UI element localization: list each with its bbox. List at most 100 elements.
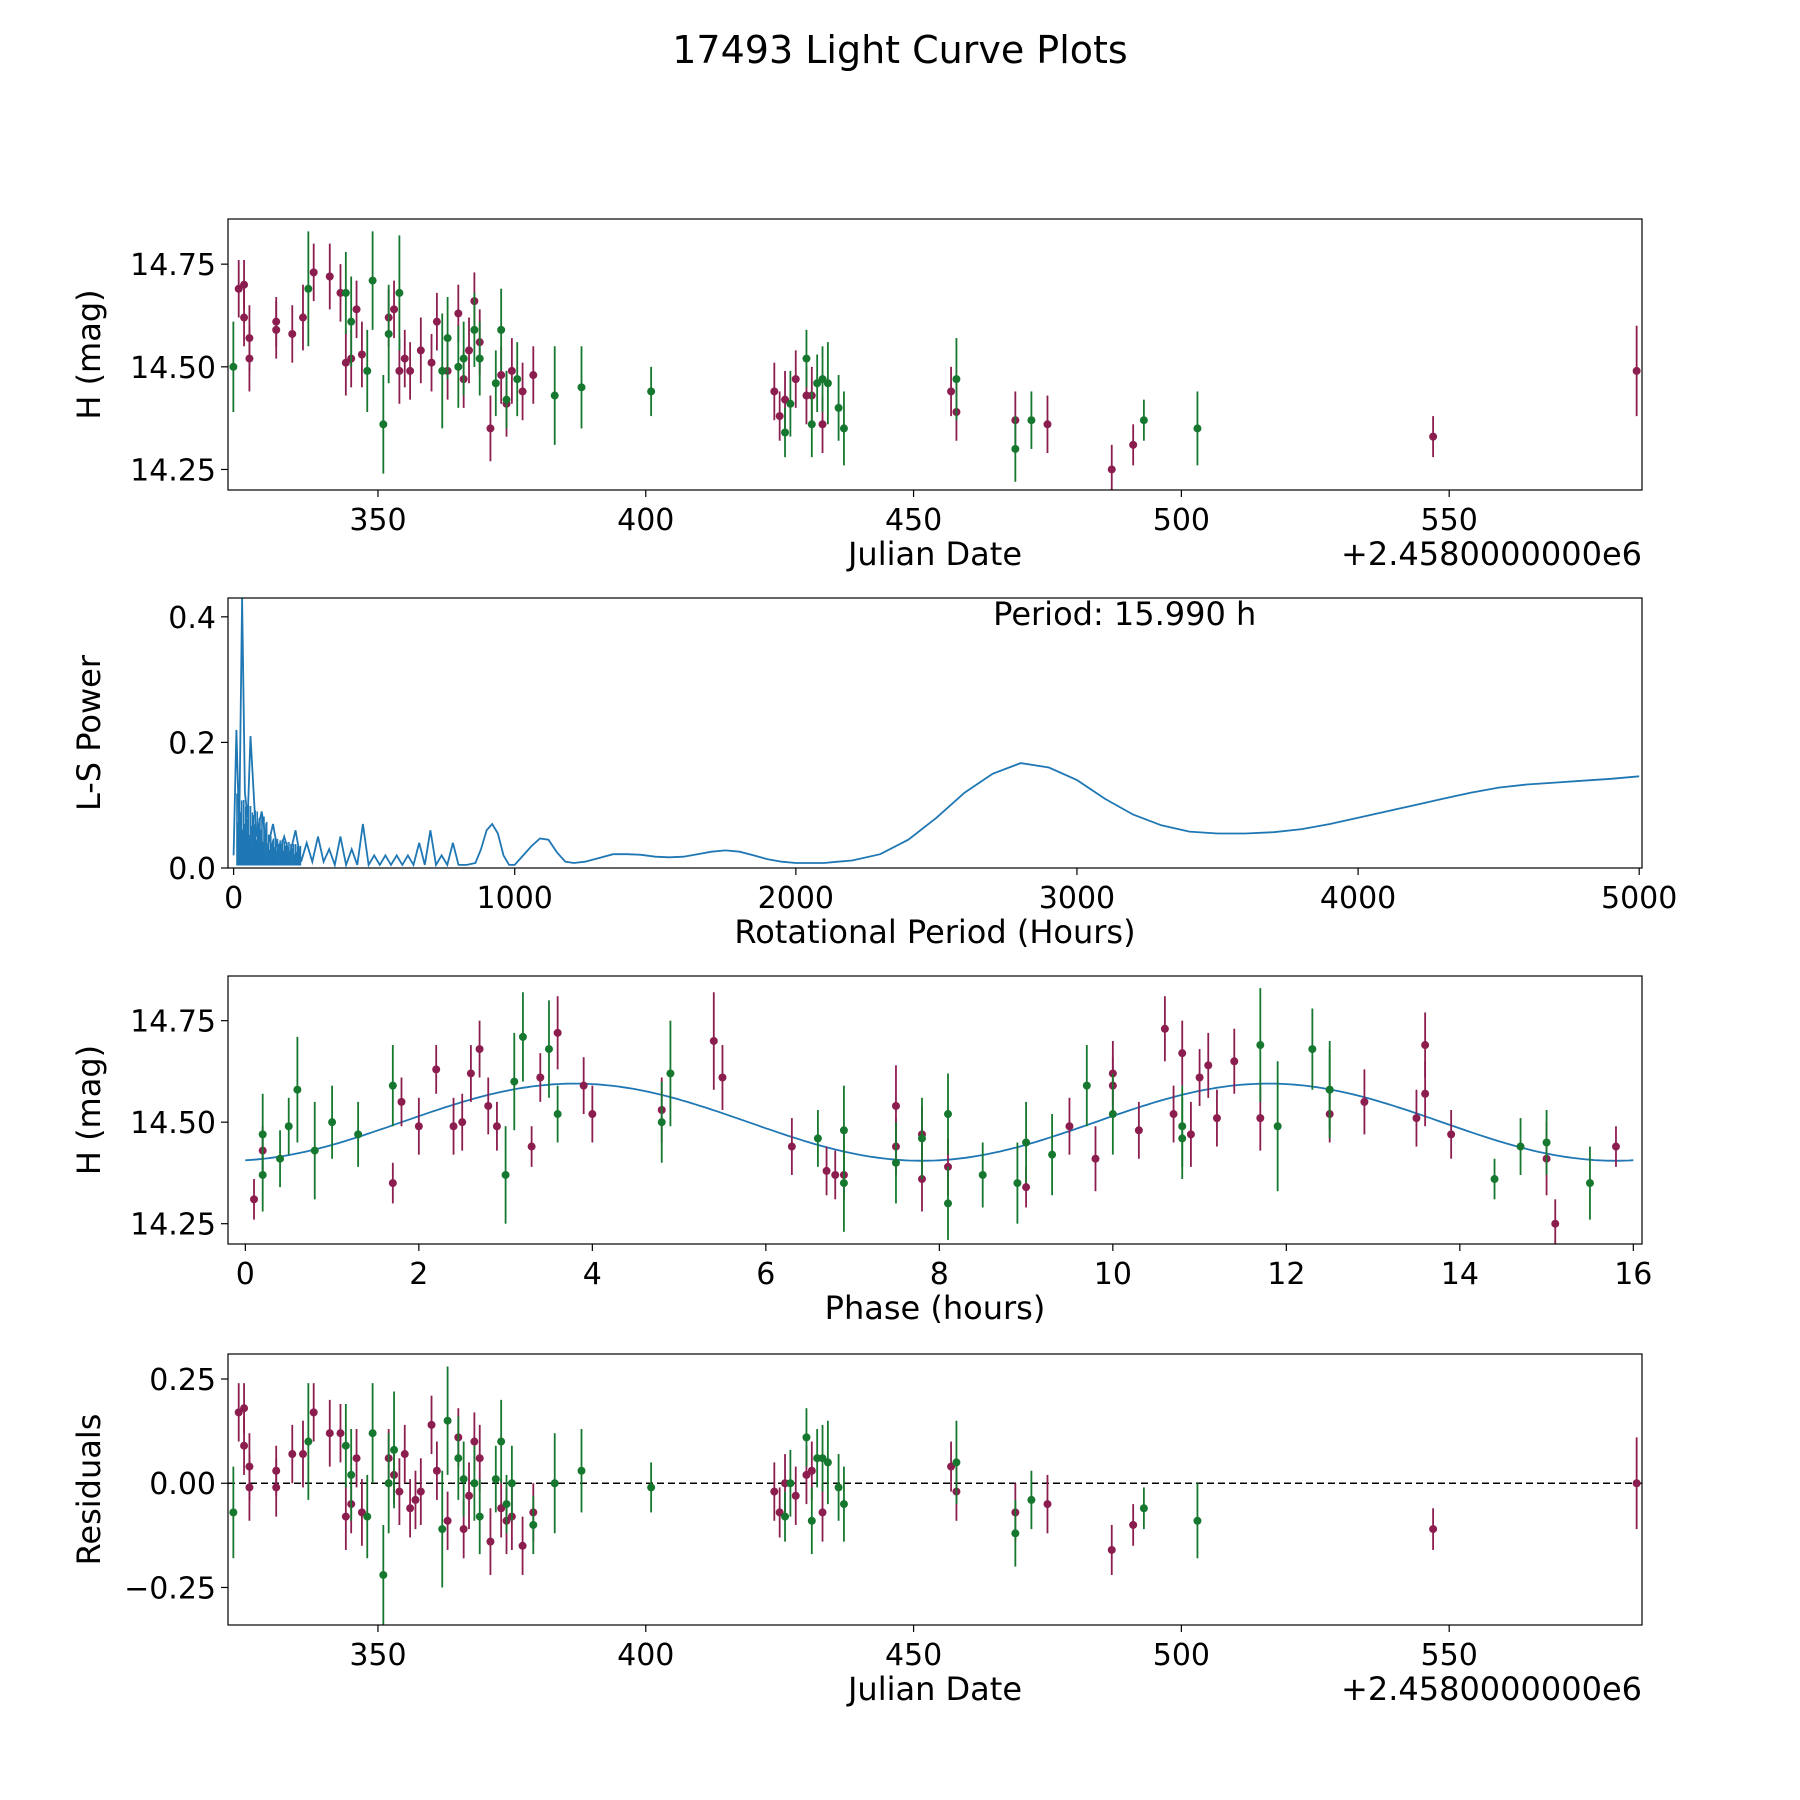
data-point: [1611, 1142, 1620, 1151]
data-point: [354, 1130, 363, 1139]
data-point: [1212, 1114, 1221, 1123]
x-axis-label: Phase (hours): [825, 1289, 1046, 1327]
data-point: [272, 325, 281, 334]
data-point: [775, 412, 784, 421]
data-point: [807, 1516, 816, 1525]
data-point: [298, 1450, 307, 1459]
data-point: [1011, 444, 1020, 453]
data-point: [1160, 1024, 1169, 1033]
data-point: [1048, 1150, 1057, 1159]
data-point: [293, 1085, 302, 1094]
data-point: [470, 1437, 479, 1446]
data-point: [947, 387, 956, 396]
data-point: [507, 1479, 516, 1488]
data-point: [770, 387, 779, 396]
data-point: [432, 317, 441, 326]
x-tick-label: 0: [236, 1257, 255, 1292]
data-point: [944, 1110, 953, 1119]
data-point: [1632, 366, 1641, 375]
data-point: [839, 1126, 848, 1135]
data-point: [459, 354, 468, 363]
data-point: [823, 379, 832, 388]
figure-title: 17493 Light Curve Plots: [672, 28, 1128, 72]
data-point: [245, 354, 254, 363]
data-point: [347, 317, 356, 326]
data-point: [1186, 1130, 1195, 1139]
data-point: [1204, 1061, 1213, 1070]
data-point: [839, 1500, 848, 1509]
data-point: [507, 366, 516, 375]
data-point: [536, 1073, 545, 1082]
data-point: [1421, 1089, 1430, 1098]
data-point: [513, 375, 522, 384]
data-point: [1134, 1126, 1143, 1135]
data-point: [484, 1101, 493, 1110]
data-point: [443, 334, 452, 343]
data-point: [510, 1077, 519, 1086]
model-curve: [245, 1082, 1634, 1162]
data-point: [258, 1130, 267, 1139]
data-point: [432, 1065, 441, 1074]
x-axis-label: Julian Date: [846, 1670, 1022, 1708]
data-point: [770, 1487, 779, 1496]
data-point: [1169, 1110, 1178, 1119]
data-point: [709, 1036, 718, 1045]
data-point: [1360, 1097, 1369, 1106]
data-point: [475, 354, 484, 363]
data-point: [786, 399, 795, 408]
data-point: [831, 1170, 840, 1179]
data-point: [1585, 1179, 1594, 1188]
data-point: [1256, 1041, 1265, 1050]
data-point: [1542, 1138, 1551, 1147]
data-point: [336, 1429, 345, 1438]
data-point: [1065, 1122, 1074, 1131]
data-point: [1091, 1154, 1100, 1163]
data-point: [288, 329, 297, 338]
data-point: [341, 288, 350, 297]
x-tick-label: 2000: [758, 881, 834, 916]
data-point: [304, 1437, 313, 1446]
data-point: [1043, 1500, 1052, 1509]
y-axis-label: L-S Power: [70, 654, 108, 811]
x-tick-label: 550: [1421, 503, 1478, 538]
data-point: [368, 276, 377, 285]
data-point: [791, 1491, 800, 1500]
data-point: [502, 1500, 511, 1509]
data-point: [577, 1466, 586, 1475]
axes-frame: [227, 1353, 1643, 1626]
data-point: [891, 1101, 900, 1110]
data-point: [497, 325, 506, 334]
y-tick-label: 14.75: [130, 1005, 216, 1040]
data-point: [527, 1142, 536, 1151]
data-point: [1195, 1073, 1204, 1082]
data-point: [553, 1028, 562, 1037]
data-point: [390, 305, 399, 314]
data-point: [384, 1479, 393, 1488]
data-point: [529, 1520, 538, 1529]
data-point: [1193, 424, 1202, 433]
data-point: [497, 371, 506, 380]
data-point: [325, 1429, 334, 1438]
y-tick-label: 14.50: [130, 1106, 216, 1141]
data-point: [388, 1081, 397, 1090]
data-point: [347, 1470, 356, 1479]
x-tick-label: 6: [756, 1257, 775, 1292]
x-tick-label: 550: [1421, 1638, 1478, 1673]
data-point: [1107, 465, 1116, 474]
data-point: [891, 1158, 900, 1167]
data-point: [834, 1483, 843, 1492]
data-point: [807, 420, 816, 429]
x-tick-label: 2: [409, 1257, 428, 1292]
x-tick-label: 10: [1094, 1257, 1132, 1292]
data-point: [475, 1045, 484, 1054]
data-point: [400, 354, 409, 363]
x-tick-label: 14: [1441, 1257, 1479, 1292]
data-point: [276, 1154, 285, 1163]
y-tick-label: 14.75: [130, 248, 216, 283]
y-axis-label: H (mag): [70, 1045, 108, 1175]
data-point: [1129, 1520, 1138, 1529]
data-point: [486, 1537, 495, 1546]
data-point: [577, 383, 586, 392]
data-point: [492, 1122, 501, 1131]
